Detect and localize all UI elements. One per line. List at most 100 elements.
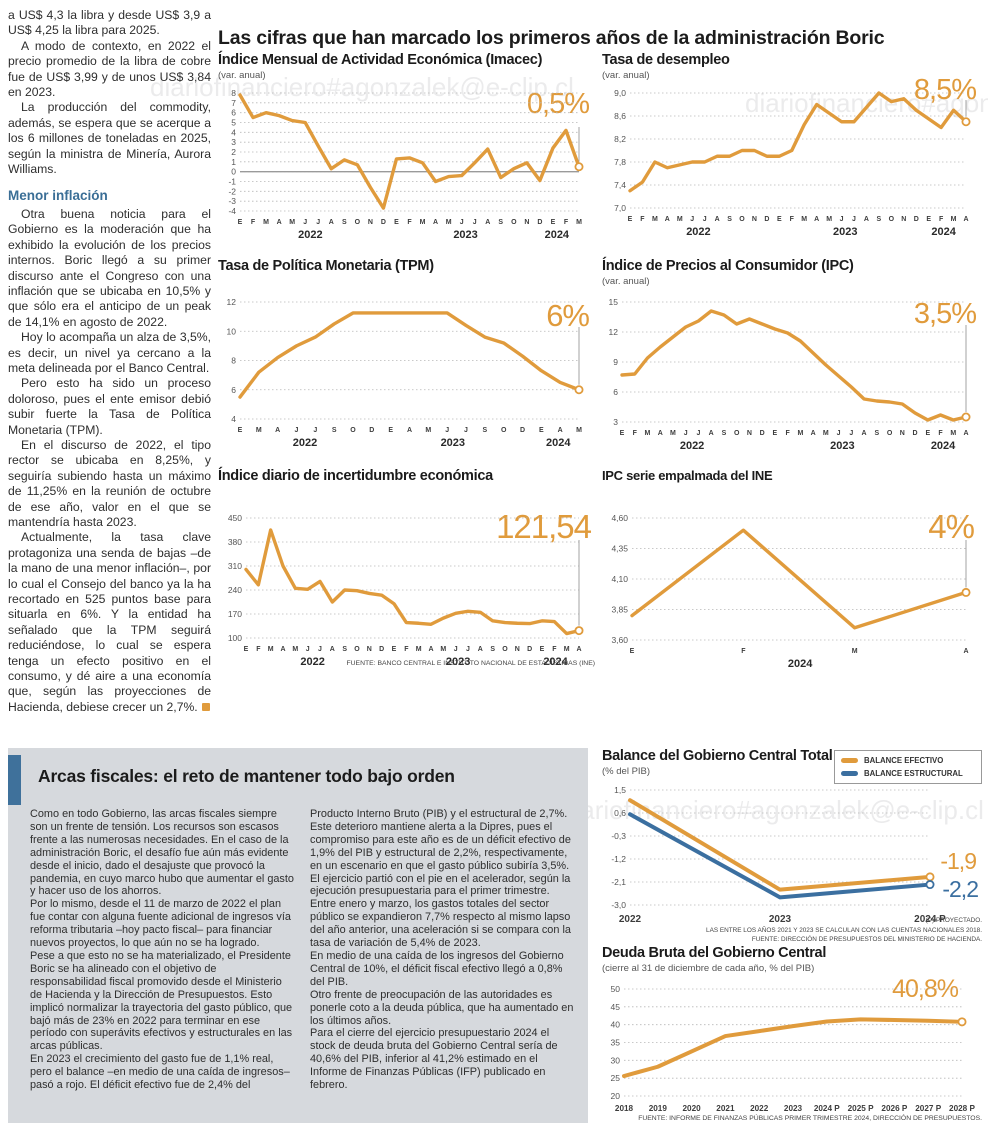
svg-text:9: 9 (613, 357, 618, 367)
paragraph: Pero esto ha sido un proceso doloroso, p… (8, 376, 211, 437)
svg-text:2022: 2022 (300, 656, 324, 668)
svg-text:N: N (901, 216, 906, 223)
chart-plot-area: 15 12 9 6 3 E F M A M J J A S O N D E F M A M J J A S O N D E F M A 2022 2… (602, 294, 982, 461)
svg-text:-1: -1 (228, 177, 236, 187)
svg-text:2024: 2024 (788, 658, 813, 670)
svg-text:F: F (552, 646, 557, 653)
svg-text:D: D (520, 427, 525, 434)
svg-text:2024: 2024 (545, 229, 570, 241)
svg-text:M: M (292, 646, 298, 653)
svg-text:F: F (785, 430, 790, 437)
paragraph: Otro frente de preocupación de las autor… (310, 988, 574, 1027)
footnote: (P) PROYECTADO. (925, 917, 982, 924)
chart-subtitle: (var. anual) (218, 70, 266, 81)
chart-title: Deuda Bruta del Gobierno Central (602, 945, 827, 961)
paragraph: En medio de una caída de los ingresos de… (310, 949, 564, 988)
svg-text:S: S (332, 427, 337, 434)
svg-text:D: D (537, 219, 542, 226)
svg-text:2018: 2018 (615, 1104, 634, 1113)
svg-text:J: J (295, 427, 299, 434)
chart-plot-area: 450 380 310 240 170 100 E F M A M J J A S O N D E F M A M J J A S O… (218, 510, 595, 677)
svg-text:E: E (539, 427, 544, 434)
svg-text:M: M (263, 219, 269, 226)
svg-text:N: N (900, 430, 905, 437)
svg-text:A: A (433, 219, 438, 226)
svg-text:D: D (379, 646, 384, 653)
left-article-column: a US$ 4,3 la libra y desde US$ 3,9 a US$… (8, 8, 211, 715)
svg-text:A: A (330, 646, 335, 653)
svg-text:S: S (342, 646, 347, 653)
svg-text:M: M (420, 219, 426, 226)
svg-text:S: S (727, 216, 732, 223)
svg-text:M: M (416, 646, 422, 653)
svg-text:M: M (564, 646, 570, 653)
svg-text:S: S (482, 427, 487, 434)
chart-value-label-efectivo: -1,9 (940, 848, 977, 874)
chart-subtitle: (cierre al 31 de diciembre de cada año, … (602, 963, 815, 974)
chart-value-label: 121,54 (496, 508, 592, 545)
svg-text:2023: 2023 (784, 1104, 803, 1113)
chart-canvas: 1,5 0,6 -0,3 -1,2 -2,1 -3,0 2022 2023 2024 P (611, 785, 946, 925)
paragraph: A modo de contexto, en 2022 el precio pr… (8, 38, 211, 100)
svg-text:-2,1: -2,1 (611, 877, 626, 887)
svg-text:9,0: 9,0 (614, 88, 626, 98)
legend-swatch-blue (841, 771, 858, 776)
svg-text:E: E (925, 430, 930, 437)
svg-text:J: J (837, 430, 841, 437)
svg-text:25: 25 (611, 1073, 621, 1083)
chart-plot-area: 1,5 0,6 -0,3 -1,2 -2,1 -3,0 2022 2023 2024 P (602, 782, 982, 944)
paragraph: El ejercicio partió con el pie en el ace… (310, 872, 571, 950)
svg-text:N: N (367, 646, 372, 653)
svg-text:E: E (238, 219, 243, 226)
svg-text:2023: 2023 (830, 440, 854, 452)
svg-text:M: M (446, 219, 452, 226)
chart-title: IPC serie empalmada del INE (602, 468, 773, 483)
svg-text:J: J (466, 646, 470, 653)
svg-text:A: A (963, 648, 968, 655)
svg-text:N: N (368, 219, 373, 226)
chart-deuda: Deuda Bruta del Gobierno Central (cierre… (602, 945, 982, 1130)
svg-text:E: E (388, 427, 393, 434)
svg-text:A: A (709, 430, 714, 437)
svg-text:45: 45 (611, 1002, 621, 1012)
svg-text:15: 15 (609, 297, 619, 307)
chart-title: Balance del Gobierno Central Total (602, 748, 833, 764)
chart-subtitle: (% del PIB) (602, 766, 651, 777)
svg-text:450: 450 (228, 513, 242, 523)
svg-text:12: 12 (227, 297, 237, 307)
chart-subtitle: (var. anual) (602, 276, 650, 287)
svg-text:0: 0 (231, 167, 236, 177)
svg-text:A: A (811, 430, 816, 437)
paragraph: Como en todo Gobierno, las arcas fiscale… (30, 808, 294, 898)
svg-text:2023: 2023 (446, 656, 470, 668)
svg-text:F: F (407, 219, 412, 226)
svg-text:J: J (849, 430, 853, 437)
page-title: Las cifras que han marcado los primeros … (218, 27, 885, 50)
paragraph: Producto Interno Bruto (PIB) y el estruc… (310, 808, 571, 872)
chart-balance: Balance del Gobierno Central Total (% de… (602, 748, 982, 945)
svg-text:O: O (889, 216, 895, 223)
svg-text:M: M (576, 427, 582, 434)
svg-text:J: J (306, 646, 310, 653)
svg-text:6: 6 (613, 387, 618, 397)
svg-text:E: E (628, 216, 633, 223)
legend-swatch-orange (841, 758, 858, 763)
chart-value-label: 3,5% (913, 298, 977, 330)
svg-text:7: 7 (231, 98, 236, 108)
svg-text:E: E (777, 216, 782, 223)
svg-text:E: E (773, 430, 778, 437)
svg-text:2024 P: 2024 P (814, 1104, 840, 1113)
svg-text:S: S (342, 219, 347, 226)
svg-text:E: E (540, 646, 545, 653)
svg-text:2022: 2022 (686, 226, 710, 238)
svg-text:J: J (313, 427, 317, 434)
chart-value-label: 40,8% (892, 975, 959, 1003)
svg-text:F: F (938, 430, 943, 437)
svg-text:D: D (913, 430, 918, 437)
svg-text:F: F (741, 648, 746, 655)
svg-text:2025 P: 2025 P (848, 1104, 874, 1113)
chart-value-label: 4% (928, 508, 975, 545)
svg-text:A: A (478, 646, 483, 653)
